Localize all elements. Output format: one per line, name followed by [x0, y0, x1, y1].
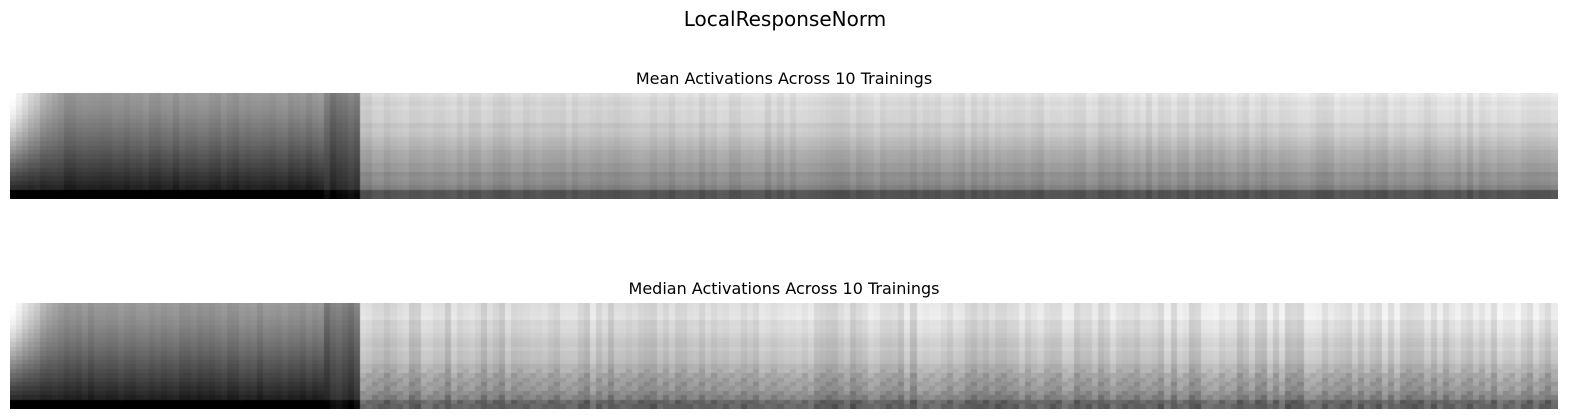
- figure-title: LocalResponseNorm: [683, 7, 887, 31]
- median-activations-heatmap: [10, 303, 1558, 409]
- median-heatmap-title: Median Activations Across 10 Trainings: [628, 279, 940, 298]
- mean-activations-heatmap: [10, 93, 1558, 199]
- mean-heatmap-title: Mean Activations Across 10 Trainings: [635, 69, 933, 88]
